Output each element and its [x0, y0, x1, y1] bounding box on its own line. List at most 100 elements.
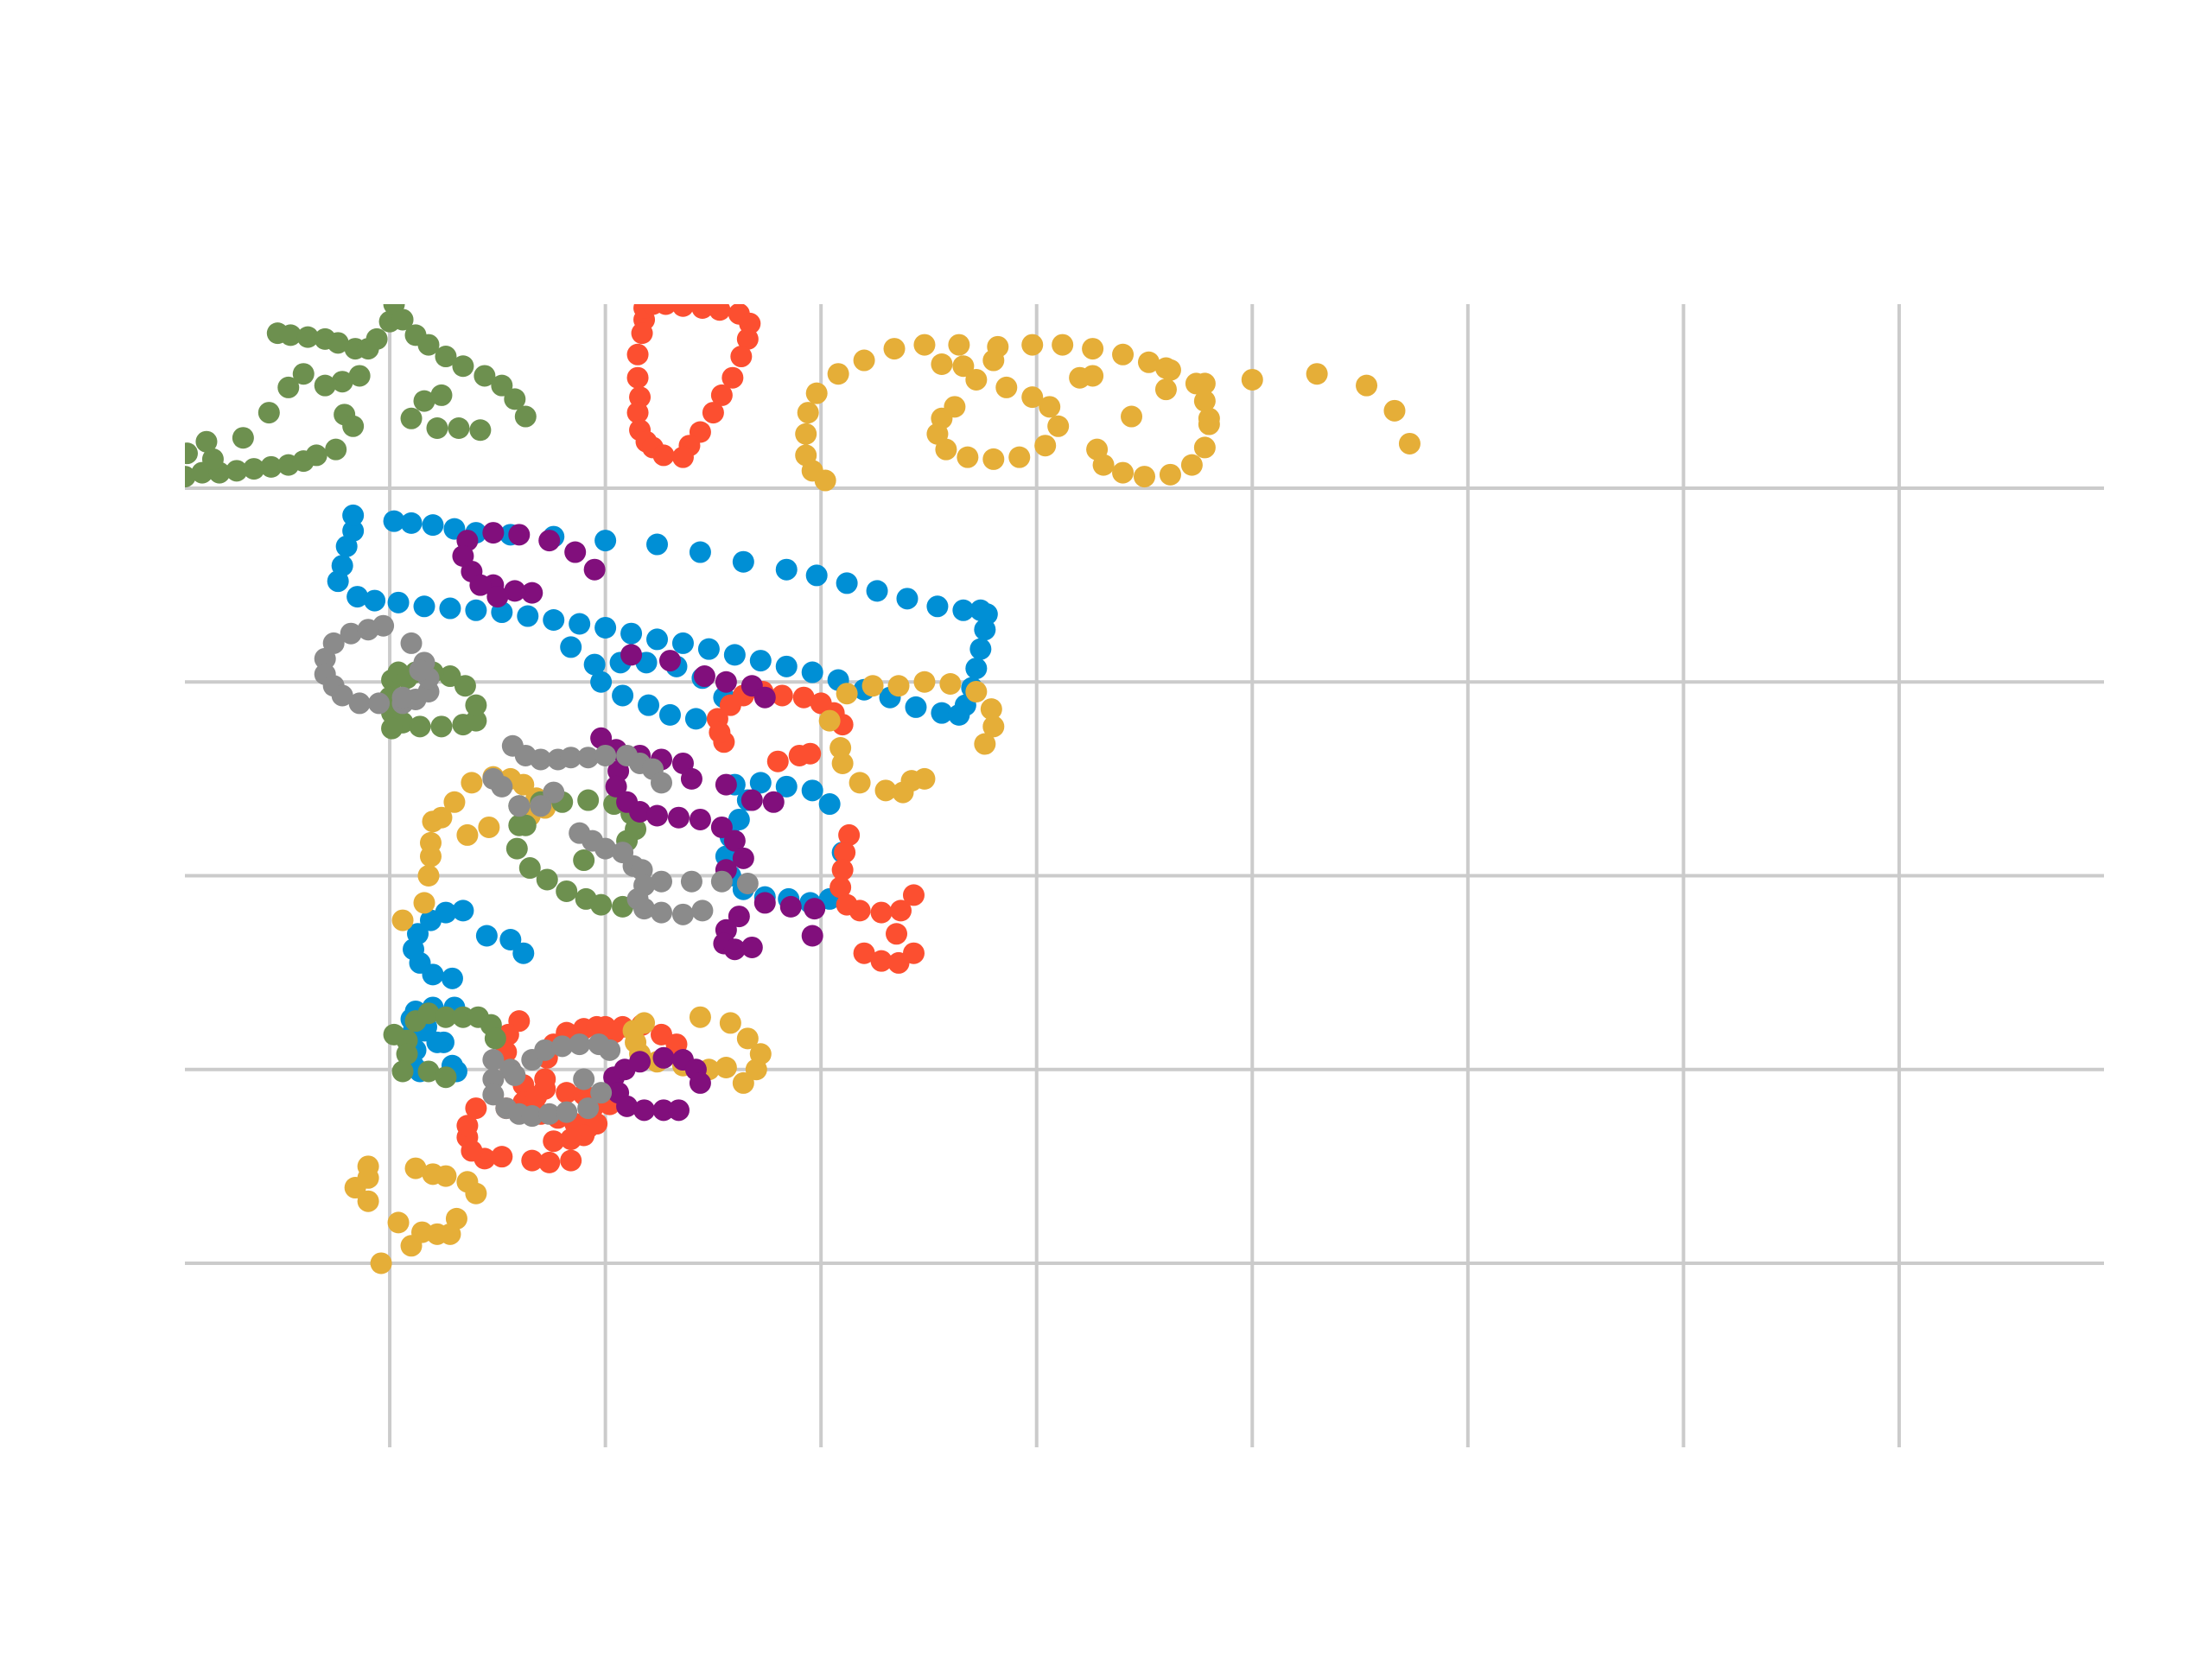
data-point — [667, 1099, 690, 1122]
data-point — [430, 715, 453, 738]
data-point — [391, 909, 414, 931]
data-point — [243, 458, 265, 480]
data-point — [195, 430, 218, 453]
data-point — [1021, 386, 1044, 409]
data-point — [381, 717, 404, 740]
data-point — [419, 845, 442, 868]
data-point — [1306, 363, 1328, 385]
data-point — [965, 680, 988, 702]
data-point — [482, 1084, 505, 1106]
data-point — [538, 530, 561, 552]
data-point — [646, 533, 669, 556]
data-point — [616, 1095, 639, 1117]
data-point — [775, 775, 798, 798]
data-point — [646, 628, 669, 651]
data-point — [1180, 454, 1203, 476]
data-point — [710, 870, 733, 893]
data-point — [409, 715, 431, 738]
data-point — [465, 1182, 487, 1205]
data-point — [1193, 372, 1216, 395]
data-point — [594, 530, 617, 552]
data-point — [732, 1071, 754, 1094]
data-point — [1086, 438, 1109, 461]
data-point — [715, 773, 737, 796]
data-point — [1241, 368, 1263, 391]
data-point — [651, 870, 673, 893]
data-point — [797, 402, 819, 424]
data-point — [599, 1039, 621, 1061]
data-point — [1193, 436, 1216, 459]
data-point — [569, 1033, 591, 1056]
data-point — [491, 374, 513, 397]
data-point — [838, 823, 861, 846]
data-point — [680, 767, 702, 790]
data-point — [296, 326, 319, 348]
data-point — [508, 795, 531, 817]
data-point — [622, 1020, 645, 1042]
data-point — [795, 423, 817, 445]
data-point — [530, 748, 552, 771]
data-point — [508, 524, 531, 546]
data-point — [536, 868, 558, 891]
data-point — [691, 899, 714, 922]
data-point — [658, 703, 681, 726]
data-point — [383, 1023, 405, 1046]
data-point — [435, 346, 457, 368]
data-point — [926, 595, 949, 618]
data-point — [801, 925, 823, 947]
data-point — [1008, 446, 1031, 468]
data-point — [969, 638, 992, 660]
data-point — [357, 1155, 379, 1178]
data-point — [400, 512, 423, 534]
data-point — [583, 558, 606, 581]
data-point — [603, 1021, 626, 1044]
data-point — [305, 444, 327, 467]
data-point — [292, 363, 315, 385]
data-point — [365, 327, 388, 350]
data-point — [902, 942, 925, 964]
data-point — [671, 304, 694, 317]
data-point — [314, 647, 336, 670]
data-point — [368, 692, 391, 715]
data-point — [543, 609, 565, 632]
data-point — [443, 791, 466, 813]
data-point — [439, 597, 461, 620]
data-point — [452, 899, 474, 922]
data-point — [905, 696, 927, 718]
data-point — [1154, 357, 1177, 379]
data-point — [736, 872, 759, 894]
data-point — [620, 644, 643, 666]
data-point — [626, 343, 649, 365]
data-point — [982, 715, 1005, 738]
data-point — [633, 1099, 656, 1122]
data-point — [853, 942, 875, 964]
data-point — [874, 779, 897, 802]
data-point — [702, 402, 724, 424]
data-point — [728, 906, 750, 928]
data-point — [422, 514, 444, 537]
data-point — [435, 1165, 457, 1187]
data-point — [594, 837, 617, 860]
data-point — [556, 1082, 578, 1104]
data-point — [538, 1103, 561, 1125]
data-point — [667, 806, 690, 829]
data-point — [1398, 432, 1421, 454]
data-point — [902, 884, 925, 906]
data-point — [931, 353, 953, 376]
data-point — [646, 804, 669, 827]
data-point — [853, 349, 875, 372]
data-point — [948, 334, 970, 356]
data-point — [1154, 378, 1177, 401]
data-point — [655, 304, 677, 315]
data-point — [1137, 351, 1160, 373]
data-point — [849, 899, 871, 922]
data-point — [232, 427, 254, 449]
data-point — [505, 837, 528, 860]
data-point — [1121, 405, 1143, 428]
data-point — [569, 613, 591, 635]
data-point — [331, 371, 353, 393]
data-point — [693, 665, 715, 688]
data-point — [1039, 396, 1061, 418]
data-point — [723, 644, 746, 666]
data-point — [995, 376, 1018, 398]
